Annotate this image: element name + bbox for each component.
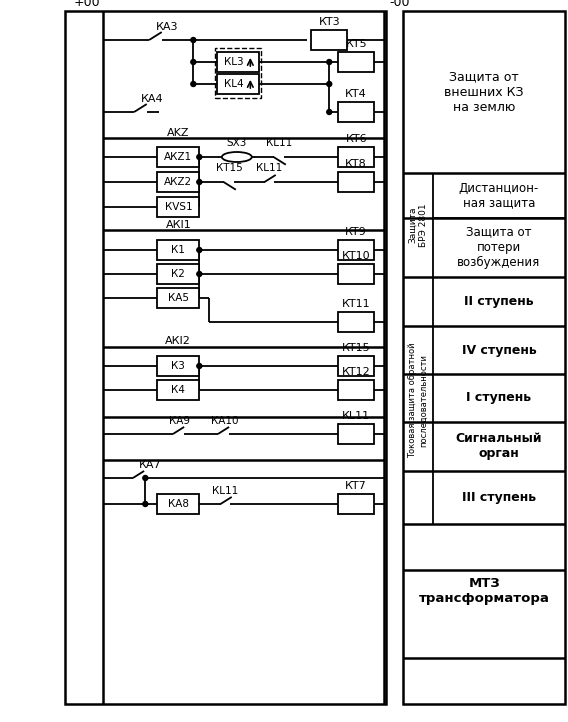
Text: AKZ: AKZ [167,128,190,138]
Bar [218,52,260,72]
Text: КТ8: КТ8 [345,159,367,169]
Text: КТ12: КТ12 [342,367,370,377]
Text: Токовая защита обратной
последовательности: Токовая защита обратной последовательнос… [408,343,428,458]
Text: К3: К3 [172,361,185,371]
Circle shape [143,502,148,507]
Text: КТ10: КТ10 [342,251,370,261]
Text: КТ15: КТ15 [216,163,243,173]
Text: КА8: КА8 [168,499,189,509]
Text: -00: -00 [389,0,410,9]
Bar [157,147,199,167]
Text: К4: К4 [172,385,185,395]
Text: КА4: КА4 [141,94,164,104]
Circle shape [197,248,202,253]
Bar [157,380,199,400]
Bar [338,312,374,332]
Text: КL11: КL11 [342,411,370,421]
Text: КL11: КL11 [212,486,239,496]
Circle shape [197,363,202,368]
Text: IV ступень: IV ступень [462,344,536,357]
Ellipse shape [222,152,252,162]
Bar [338,172,374,192]
Text: II ступень: II ступень [464,295,534,308]
Circle shape [327,59,332,64]
Text: Защита
БРЭ 2801: Защита БРЭ 2801 [408,203,428,247]
Text: КА7: КА7 [139,460,162,470]
Circle shape [327,82,332,87]
Circle shape [197,180,202,185]
Text: К2: К2 [172,269,185,279]
Circle shape [191,82,196,87]
Text: КТ7: КТ7 [345,481,367,491]
Text: Сигнальный
орган: Сигнальный орган [456,432,542,460]
Text: КL4: КL4 [223,79,243,89]
Text: МТЗ
трансформатора: МТЗ трансформатора [419,578,550,605]
Text: КТ9: КТ9 [345,227,367,237]
Bar [338,52,374,72]
Bar [403,11,565,704]
Bar [311,30,347,50]
Bar [338,147,374,167]
Text: КТ11: КТ11 [342,299,370,309]
Bar [338,240,374,260]
Text: КА10: КА10 [211,416,238,426]
Text: КТ5: КТ5 [345,39,367,49]
Text: КVS1: КVS1 [165,202,192,212]
Bar [218,74,260,94]
Text: КL3: КL3 [223,57,243,67]
Text: I ступень: I ступень [466,391,532,404]
Bar [338,380,374,400]
Bar [338,356,374,376]
Text: КА9: КА9 [169,416,190,426]
Bar [157,240,199,260]
Circle shape [327,110,332,115]
Bar [157,264,199,284]
Text: SX3: SX3 [227,138,247,148]
Text: Защита от
потери
возбуждения: Защита от потери возбуждения [457,226,541,269]
Bar [65,11,386,704]
Text: АКZ2: АКZ2 [164,177,193,187]
Text: КТ4: КТ4 [345,89,367,99]
Bar [338,264,374,284]
Circle shape [191,59,196,64]
Bar [157,288,199,308]
Text: АКI1: АКI1 [165,220,191,230]
Circle shape [143,476,148,481]
Text: КА5: КА5 [168,293,189,303]
Text: АКI2: АКI2 [165,336,191,346]
Bar [157,197,199,217]
Text: КТ15: КТ15 [342,343,370,353]
Text: АКZ1: АКZ1 [164,152,193,162]
Text: КТ3: КТ3 [319,17,340,27]
Bar [157,494,199,514]
Text: III ступень: III ступень [462,491,536,504]
Circle shape [191,38,196,43]
Bar [215,48,261,98]
Text: КА3: КА3 [156,22,179,32]
Text: Дистанцион-
ная защита: Дистанцион- ная защита [459,182,539,209]
Bar [338,494,374,514]
Circle shape [197,155,202,160]
Bar [338,102,374,122]
Text: КL11: КL11 [256,163,282,173]
Text: Защита от
внешних КЗ
на землю: Защита от внешних КЗ на землю [445,71,524,113]
Text: К1: К1 [172,245,185,255]
Text: КL11: КL11 [266,138,292,148]
Circle shape [197,271,202,277]
Bar [338,424,374,444]
Text: КТ6: КТ6 [345,134,367,144]
Text: +00: +00 [73,0,100,9]
Bar [157,356,199,376]
Bar [157,172,199,192]
